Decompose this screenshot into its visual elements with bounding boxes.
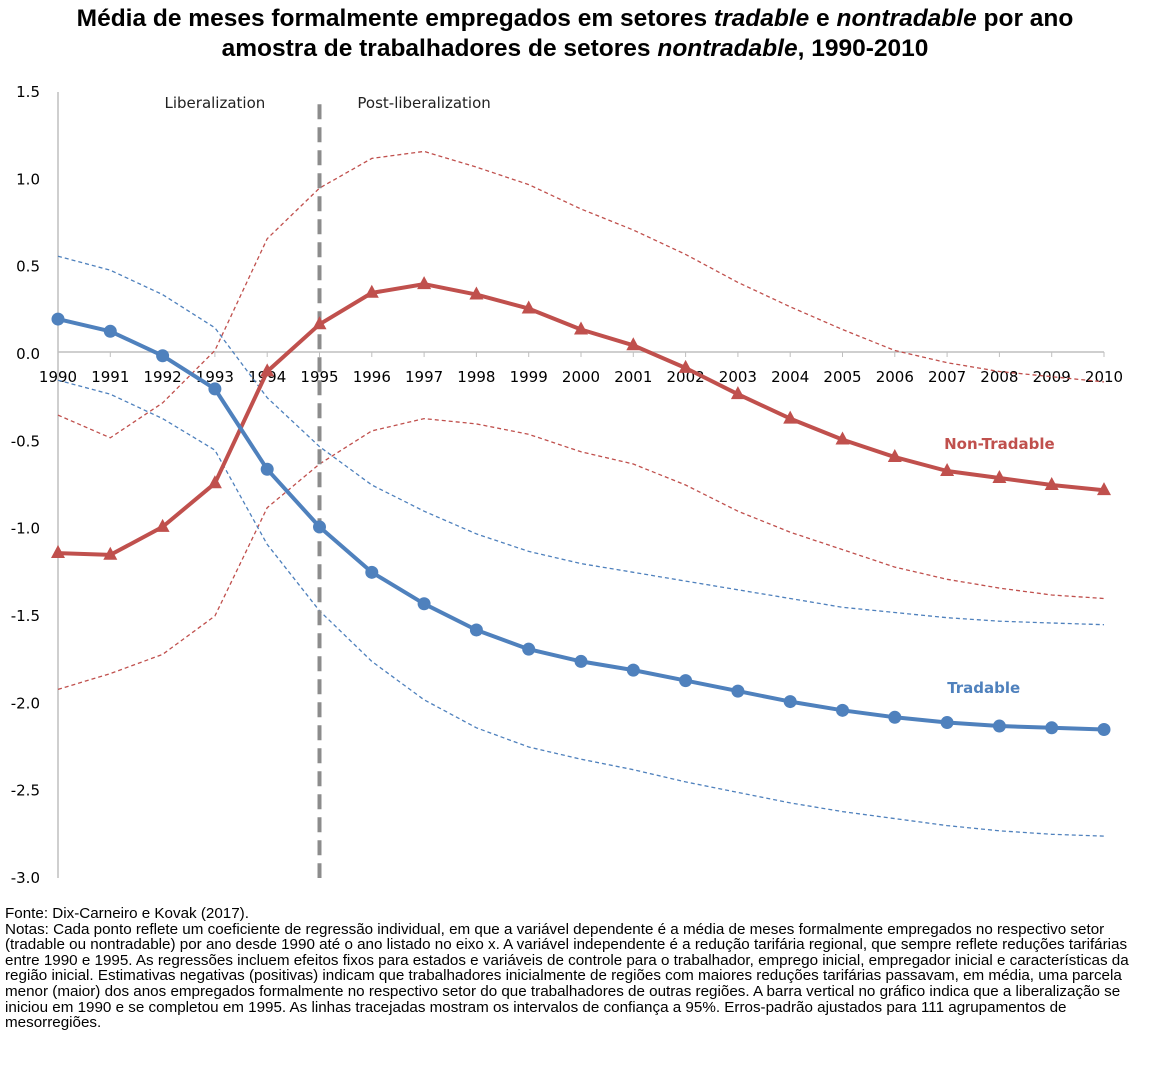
non-tradable-point xyxy=(678,359,693,373)
chart-labels: Liberalization Post-liberalization Non-Tra… xyxy=(165,94,1055,697)
non-tradable-point xyxy=(51,545,65,559)
tradable-point xyxy=(51,312,65,326)
tradable-point xyxy=(836,703,849,717)
tradable-point xyxy=(103,324,117,338)
y-tick-label: 1.5 xyxy=(16,83,40,101)
tradable-point xyxy=(469,623,483,637)
tradable-point xyxy=(365,565,379,579)
tradable-ci-upper-line xyxy=(57,255,1105,626)
liberalization-label: Liberalization xyxy=(165,94,266,112)
axes: 1.5 1.0 0.5 0.0 -0.5 -1.0 -1.5 -2.0 -2.5 -3.0 1990… xyxy=(11,83,1123,887)
x-tick-label: 1996 xyxy=(353,368,391,386)
tradable-point xyxy=(1097,723,1111,737)
title-text: e xyxy=(809,5,837,32)
y-tick-label: 0.0 xyxy=(16,345,40,363)
title-italic-term: nontradable xyxy=(836,5,977,32)
post-liberalization-label: Post-liberalization xyxy=(357,94,490,112)
x-tick-label: 1999 xyxy=(510,368,548,386)
non-tradable-point xyxy=(155,518,170,532)
notes-text: Notas: Cada ponto reflete um coeficiente… xyxy=(5,920,1129,1032)
x-tick-label: 1991 xyxy=(91,368,129,386)
title-italic-term: nontradable xyxy=(657,35,798,62)
non-tradable-ci-lower-line xyxy=(57,417,1105,691)
non-tradable-point xyxy=(626,337,641,351)
non-tradable-point xyxy=(992,469,1007,483)
non-tradable-point xyxy=(364,284,379,298)
y-tick-label: -2.5 xyxy=(11,782,40,800)
tradable-point xyxy=(783,695,797,709)
x-tick-label: 1997 xyxy=(405,368,443,386)
series-lines xyxy=(51,276,1111,737)
line-chart: 1.5 1.0 0.5 0.0 -0.5 -1.0 -1.5 -2.0 -2.5 -3.0 1990… xyxy=(11,83,1123,887)
y-tick-label: 1.0 xyxy=(16,170,40,188)
y-tick-label: 0.5 xyxy=(16,258,40,276)
x-tick-label: 2004 xyxy=(771,368,809,386)
non-tradable-point xyxy=(207,475,222,489)
x-tick-label: 1994 xyxy=(248,368,286,386)
x-tick-label: 1998 xyxy=(457,368,495,386)
y-tick-label: -1.0 xyxy=(11,520,40,538)
title-italic-term: tradable xyxy=(713,5,810,32)
tradable-point xyxy=(522,642,536,656)
non-tradable-point xyxy=(1097,482,1111,496)
tradable-point xyxy=(731,684,745,698)
chart-title-line-1: Média de meses formalmente empregados em… xyxy=(0,4,1150,34)
tradable-point xyxy=(626,663,640,677)
tradable-point xyxy=(679,674,693,688)
non-tradable-point xyxy=(260,363,275,377)
tradable-point xyxy=(992,719,1006,733)
tradable-point xyxy=(417,597,431,611)
tradable-point xyxy=(313,520,326,534)
x-tick-label: 2000 xyxy=(562,368,600,386)
x-tick-label: 1995 xyxy=(300,368,338,386)
x-tick-label: 2003 xyxy=(719,368,757,386)
non-tradable-ci-upper-line xyxy=(57,150,1105,439)
y-tick-label: -0.5 xyxy=(11,432,40,450)
non-tradable-point xyxy=(521,300,536,314)
x-tick-label: 2005 xyxy=(823,368,861,386)
x-tick-label: 2001 xyxy=(614,368,652,386)
y-tick-label: -1.5 xyxy=(11,607,40,625)
title-text: , 1990-2010 xyxy=(797,35,929,62)
non-tradable-point xyxy=(103,546,118,560)
x-tick-label: 2008 xyxy=(980,368,1018,386)
x-tick-label: 2007 xyxy=(928,368,966,386)
non-tradable-point xyxy=(730,386,745,400)
non-tradable-point xyxy=(574,321,588,335)
non-tradable-point xyxy=(469,286,484,300)
non-tradable-point xyxy=(940,462,955,476)
source-note: Fonte: Dix-Carneiro e Kovak (2017). xyxy=(5,905,249,922)
x-tick-label: 2009 xyxy=(1033,368,1071,386)
tradable-point xyxy=(260,462,274,476)
title-text: amostra de trabalhadores de setores xyxy=(221,35,658,62)
non-tradable-point xyxy=(835,431,850,445)
x-tick-label: 2006 xyxy=(876,368,914,386)
non-tradable-point xyxy=(783,410,798,424)
tradable-point xyxy=(208,382,222,396)
non-tradable-point xyxy=(417,276,432,290)
x-tick-label: 2010 xyxy=(1085,368,1123,386)
x-tick-label: 1990 xyxy=(39,368,77,386)
non-tradable-point xyxy=(312,316,327,330)
tradable-point xyxy=(156,349,170,363)
non-tradable-point xyxy=(887,448,902,462)
tradable-point xyxy=(940,716,954,730)
chart-notes: Fonte: Dix-Carneiro e Kovak (2017). Nota… xyxy=(5,906,1145,1031)
tradable-point xyxy=(574,654,588,668)
non-tradable-point xyxy=(1044,476,1059,490)
non-tradable-series-label: Non-Tradable xyxy=(944,435,1055,453)
confidence-intervals xyxy=(57,150,1105,837)
y-tick-label: -2.0 xyxy=(11,694,40,712)
tradable-point xyxy=(1045,721,1059,735)
title-text: Média de meses formalmente empregados em… xyxy=(76,5,714,32)
tradable-point xyxy=(888,710,902,724)
chart-title: Média de meses formalmente empregados em… xyxy=(0,4,1150,64)
x-tick-label: 1992 xyxy=(144,368,182,386)
chart-title-line-2: amostra de trabalhadores de setores nont… xyxy=(0,34,1150,64)
tradable-series-label: Tradable xyxy=(947,679,1020,697)
title-text: por ano xyxy=(976,5,1074,32)
y-tick-label: -3.0 xyxy=(11,869,40,887)
